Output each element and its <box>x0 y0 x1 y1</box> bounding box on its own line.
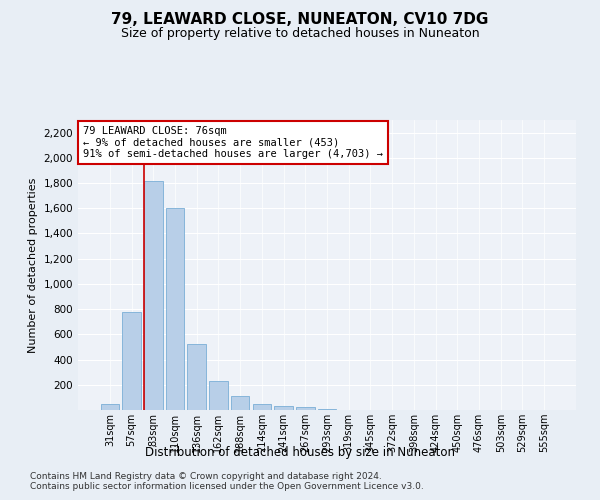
Text: Distribution of detached houses by size in Nuneaton: Distribution of detached houses by size … <box>145 446 455 459</box>
Bar <box>187 344 206 410</box>
Text: Size of property relative to detached houses in Nuneaton: Size of property relative to detached ho… <box>121 28 479 40</box>
Bar <box>166 208 184 410</box>
Bar <box>101 404 119 410</box>
Bar <box>296 408 314 410</box>
Bar <box>209 381 227 410</box>
Text: 79, LEAWARD CLOSE, NUNEATON, CV10 7DG: 79, LEAWARD CLOSE, NUNEATON, CV10 7DG <box>112 12 488 28</box>
Bar <box>318 408 336 410</box>
Text: Contains HM Land Registry data © Crown copyright and database right 2024.: Contains HM Land Registry data © Crown c… <box>30 472 382 481</box>
Text: Contains public sector information licensed under the Open Government Licence v3: Contains public sector information licen… <box>30 482 424 491</box>
Y-axis label: Number of detached properties: Number of detached properties <box>28 178 38 352</box>
Bar <box>253 404 271 410</box>
Bar <box>231 396 250 410</box>
Bar <box>144 180 163 410</box>
Text: 79 LEAWARD CLOSE: 76sqm
← 9% of detached houses are smaller (453)
91% of semi-de: 79 LEAWARD CLOSE: 76sqm ← 9% of detached… <box>83 126 383 159</box>
Bar <box>274 406 293 410</box>
Bar <box>122 312 141 410</box>
